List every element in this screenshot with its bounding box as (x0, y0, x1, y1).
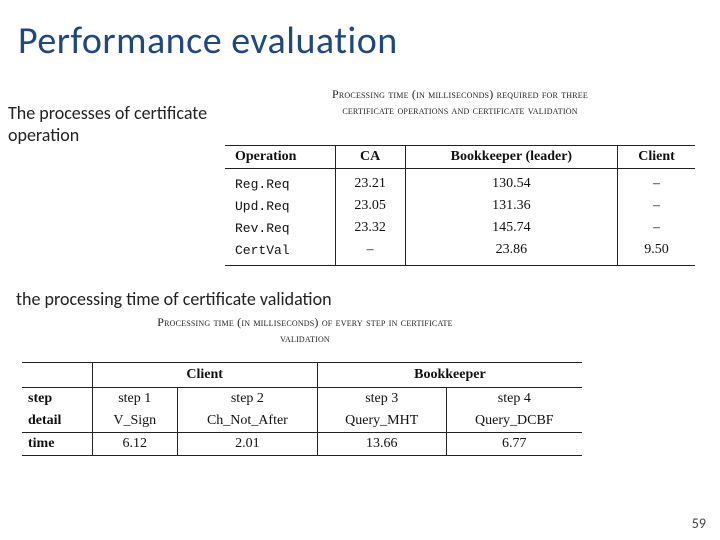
table1-bk: 23.86 (405, 239, 617, 266)
table1-bk: 131.36 (405, 195, 617, 217)
table-row: Reg.Req 23.21 130.54 – (225, 169, 695, 196)
table-row: CertVal – 23.86 9.50 (225, 239, 695, 266)
table2-time-row: time 6.12 2.01 13.66 6.77 (22, 433, 582, 456)
table2-detail: Ch_Not_After (177, 410, 317, 433)
table1-client: – (618, 195, 695, 217)
table2-time: 6.12 (92, 433, 177, 456)
table2-label-detail: detail (22, 410, 92, 433)
table1-ca: 23.32 (335, 217, 405, 239)
table1: Operation CA Bookkeeper (leader) Client … (225, 145, 695, 266)
table2-caption: Processing time (in milliseconds) of eve… (40, 314, 570, 346)
table1-client: – (618, 217, 695, 239)
table1-client: 9.50 (618, 239, 695, 266)
table2-caption-line1: Processing time (in milliseconds) of eve… (157, 315, 452, 329)
table2-time: 6.77 (446, 433, 582, 456)
table-row: Upd.Req 23.05 131.36 – (225, 195, 695, 217)
table2-group-bookkeeper: Bookkeeper (317, 363, 582, 388)
table2-group-client: Client (92, 363, 317, 388)
slide-title: Performance evaluation (18, 18, 398, 64)
table1-bk: 145.74 (405, 217, 617, 239)
table1-op: Reg.Req (225, 169, 335, 196)
table-row: Rev.Req 23.32 145.74 – (225, 217, 695, 239)
subtitle1-line1: The processes of certificate (8, 102, 207, 124)
table1-bk: 130.54 (405, 169, 617, 196)
table2-time: 2.01 (177, 433, 317, 456)
table1-ca: 23.21 (335, 169, 405, 196)
table2-caption-line2: validation (280, 331, 330, 345)
table1-header-operation: Operation (225, 146, 335, 169)
table2-label-step: step (22, 388, 92, 411)
table2-time: 13.66 (317, 433, 446, 456)
table2-group-row: Client Bookkeeper (22, 363, 582, 388)
table1-op: Upd.Req (225, 195, 335, 217)
table1-op: Rev.Req (225, 217, 335, 239)
table1-header-row: Operation CA Bookkeeper (leader) Client (225, 146, 695, 169)
table2-step-row: step step 1 step 2 step 3 step 4 (22, 388, 582, 411)
table2-detail: Query_MHT (317, 410, 446, 433)
table1-header-client: Client (618, 146, 695, 169)
table1-header-ca: CA (335, 146, 405, 169)
table2-detail-row: detail V_Sign Ch_Not_After Query_MHT Que… (22, 410, 582, 433)
table2-blank (22, 363, 92, 388)
table1-client: – (618, 169, 695, 196)
table2-detail: V_Sign (92, 410, 177, 433)
table2-label-time: time (22, 433, 92, 456)
subtitle1-line2: operation (8, 124, 79, 146)
table2-step: step 2 (177, 388, 317, 411)
table2-step: step 1 (92, 388, 177, 411)
table1-table: Operation CA Bookkeeper (leader) Client … (225, 145, 695, 266)
page-number: 59 (692, 515, 706, 532)
table1-ca: 23.05 (335, 195, 405, 217)
table1-op: CertVal (225, 239, 335, 266)
table2-detail: Query_DCBF (446, 410, 582, 433)
table1-header-bookkeeper: Bookkeeper (leader) (405, 146, 617, 169)
subtitle-certificate-validation: the processing time of certificate valid… (16, 288, 332, 310)
table2-table: Client Bookkeeper step step 1 step 2 ste… (22, 362, 582, 456)
table2: Client Bookkeeper step step 1 step 2 ste… (22, 362, 582, 456)
table2-step: step 3 (317, 388, 446, 411)
subtitle-certificate-operation: The processes of certificate operation (8, 103, 207, 146)
table1-caption: Processing time (in milliseconds) requir… (225, 86, 695, 118)
table1-ca: – (335, 239, 405, 266)
table2-step: step 4 (446, 388, 582, 411)
table1-caption-line1: Processing time (in milliseconds) requir… (332, 87, 588, 101)
table1-caption-line2: certificate operations and certificate v… (342, 103, 577, 117)
